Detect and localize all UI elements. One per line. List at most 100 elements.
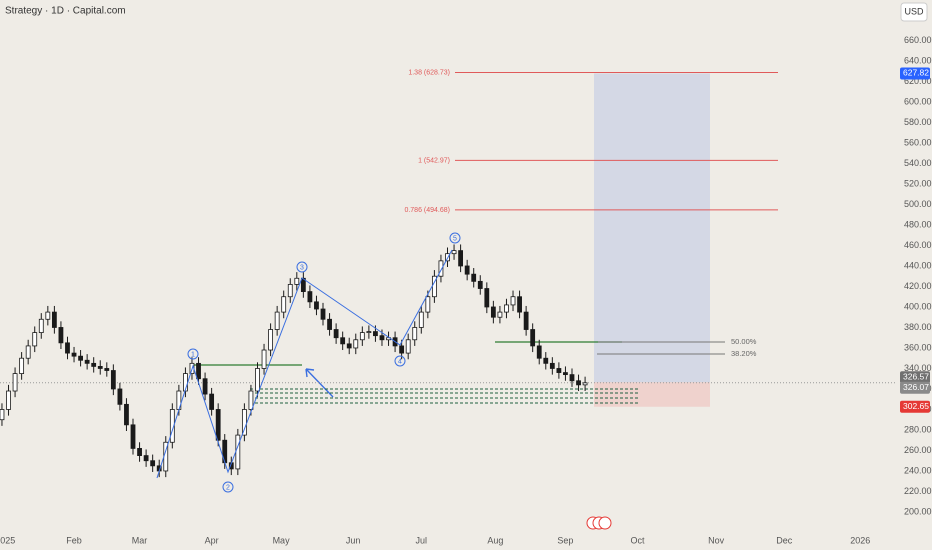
candle-body [464,265,470,275]
candle-body [150,460,156,467]
wave-label: 2 [226,484,230,491]
target-zone [594,73,710,383]
price-tag-label: 326.57 [903,371,929,381]
candle-body [373,331,378,337]
candle-body [19,357,25,374]
ratio-label: 38.20% [731,349,757,358]
candle-body [0,409,5,421]
candle-body [71,352,77,357]
y-tick-label: 580.00 [904,117,932,127]
candle-body [274,311,280,330]
candle-body [300,277,306,292]
candle-body [281,296,287,313]
candle-body [45,311,51,320]
candle-body [91,362,97,367]
candle-body [32,332,38,347]
fib-label: 1.38 (628.73) [408,69,450,76]
candle-body [124,403,129,426]
x-tick-label: Mar [132,535,148,545]
candle-body [346,343,352,349]
x-tick-label: Oct [630,535,645,545]
event-icons [586,516,612,530]
candle-body [353,339,359,349]
candle-body [320,308,326,320]
y-tick-label: 480.00 [904,219,932,229]
x-tick-label: Aug [487,535,503,545]
y-tick-label: 280.00 [904,424,932,434]
candle-body [549,362,555,369]
wave-line [156,249,453,479]
candle-body [268,329,273,351]
candle-body [582,382,588,386]
candle-body [517,296,522,313]
x-tick-label: Nov [708,535,725,545]
candle-body [65,342,70,354]
candle-body [51,311,57,328]
candle-body [137,448,142,456]
x-tick-label: Apr [205,535,219,545]
y-tick-label: 500.00 [904,199,932,209]
y-tick-label: 640.00 [904,55,932,65]
x-tick-label: 2025 [0,535,15,545]
wave-label: 3 [300,264,304,271]
candle-body [510,296,516,306]
candle-body [530,329,536,347]
candle-body [117,388,123,405]
candle-body [202,378,208,395]
wave-label: 1 [191,351,195,358]
candle-body [241,409,247,436]
ratio-label: 50.00% [731,337,757,346]
candle-body [425,296,431,313]
wave-marker [296,261,308,273]
y-tick-label: 620.00 [904,76,932,86]
candle-body [38,318,44,333]
candle-body [255,368,260,392]
wave-marker [187,348,199,360]
candle-body [418,311,424,328]
candle-body [130,424,136,449]
x-tick-label: Jul [416,535,428,545]
candle-body [248,390,254,410]
candle-body [340,337,346,345]
candle-body [307,291,313,303]
y-tick-label: 660.00 [904,35,932,45]
x-tick-label: Jun [346,535,361,545]
fib-label: 1 (542.97) [418,157,450,164]
candle-body [379,335,385,341]
candle-body [84,359,90,364]
price-tag-label: 627.82 [903,68,929,78]
y-tick-label: 360.00 [904,342,932,352]
x-tick-label: Sep [557,535,573,545]
x-tick-label: Feb [66,535,82,545]
chart-title: Strategy · 1D · Capital.com [5,6,126,17]
candle-body [58,327,64,344]
y-tick-label: 600.00 [904,96,932,106]
candle-body [25,345,31,359]
candle-body [169,409,175,443]
candle-body [405,339,411,354]
stop-zone [594,382,710,407]
currency-label[interactable]: USD [904,6,924,16]
y-tick-label: 520.00 [904,178,932,188]
x-tick-label: Dec [776,535,793,545]
price-tag-label: 326.07 [903,382,929,392]
candle-body [143,455,149,462]
x-tick-label: 2026 [850,535,870,545]
candle-body [484,288,490,308]
candle-body [569,374,575,382]
wave-label: 5 [453,235,457,242]
x-tick-label: May [273,535,291,545]
candle-body [104,368,110,371]
candle-body [215,409,221,441]
y-tick-label: 340.00 [904,363,932,373]
candle-body [314,301,319,310]
price-tag-label: 302.65 [903,401,929,411]
candle-body [97,366,103,369]
currency-button[interactable] [900,2,928,22]
candle-body [235,434,241,470]
y-tick-label: 200.00 [904,506,932,516]
candle-body [438,260,444,277]
candle-body [196,362,201,380]
